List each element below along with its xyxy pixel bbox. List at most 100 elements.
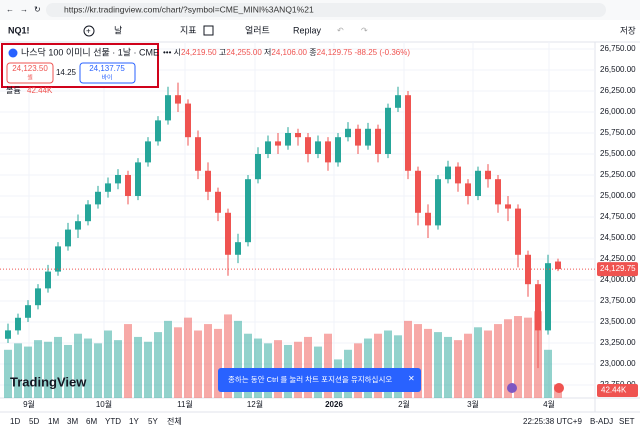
candle-body — [495, 179, 501, 205]
candle-body — [115, 174, 121, 184]
buy-button[interactable] — [79, 62, 136, 84]
volume-bar — [144, 341, 152, 398]
period-button[interactable]: 1D — [10, 417, 20, 426]
volume-bar — [384, 330, 392, 398]
redo[interactable]: ↷ — [361, 26, 368, 35]
y-tick-label: 24,250.00 — [600, 254, 636, 263]
candle-body — [105, 183, 111, 192]
candle-body — [395, 95, 401, 108]
candle-body — [75, 221, 81, 230]
volume-bar — [514, 316, 522, 398]
buy-label: 바이 — [101, 74, 112, 82]
y-tick-label: 26,000.00 — [600, 107, 636, 116]
change: -88.25 (-0.36%) — [354, 48, 410, 57]
back-button[interactable]: ← — [6, 5, 14, 14]
add-icon: + — [86, 27, 91, 36]
legend-title: 나스닥 100 이미니 선물 · 1날 · CME — [21, 47, 159, 57]
period-button[interactable]: YTD — [105, 417, 121, 426]
add-symbol[interactable] — [83, 25, 95, 37]
interval[interactable]: 날 — [114, 25, 122, 35]
volume-bar — [424, 328, 432, 398]
period-button[interactable]: 1M — [48, 417, 59, 426]
period-button[interactable]: 1Y — [129, 417, 139, 426]
volume-bar — [434, 332, 442, 398]
candle-body — [5, 330, 11, 339]
replay[interactable]: Replay — [293, 25, 322, 35]
x-tick-label: 4월 — [543, 399, 555, 409]
candle-body — [155, 120, 161, 142]
y-tick-label: 23,750.00 — [600, 296, 636, 305]
volume-bar — [14, 343, 22, 398]
volume-bar — [464, 333, 472, 398]
candle-body — [45, 271, 51, 289]
candle-body — [345, 128, 351, 138]
indicators[interactable]: 지표 — [180, 25, 197, 35]
candle-body — [405, 95, 411, 171]
low-value: 24,106.00 — [271, 48, 307, 57]
close-label: 종 — [309, 48, 316, 57]
volume-bar — [374, 333, 382, 398]
layout-button[interactable] — [203, 25, 214, 36]
candle-body — [485, 170, 491, 180]
session[interactable]: SET — [619, 417, 635, 426]
candle-body — [555, 261, 561, 270]
period-button[interactable]: 5D — [29, 417, 39, 426]
volume-bar — [74, 333, 82, 398]
candle-body — [375, 128, 381, 154]
volume-bar — [64, 344, 72, 398]
save[interactable]: 저장 — [620, 25, 636, 35]
volume-bar — [414, 324, 422, 398]
volume-bar — [104, 330, 112, 398]
candle-body — [385, 107, 391, 154]
toast-close[interactable]: ✕ — [408, 374, 415, 383]
candle-body — [165, 95, 171, 121]
event-icon[interactable] — [554, 383, 564, 393]
x-tick-label: 2026 — [325, 400, 343, 409]
forward-button[interactable]: → — [20, 5, 28, 14]
undo[interactable]: ↶ — [337, 26, 344, 35]
y-tick-label: 25,750.00 — [600, 128, 636, 137]
candle-body — [25, 305, 31, 318]
x-tick-label: 12월 — [247, 399, 263, 409]
low-label: 저 — [264, 48, 271, 57]
candle-body — [455, 166, 461, 184]
period-button[interactable]: 3M — [67, 417, 78, 426]
reload-button[interactable]: ↻ — [34, 5, 41, 14]
volume-bar — [114, 340, 122, 398]
volume-bar — [244, 333, 252, 398]
volume-bar — [94, 343, 102, 398]
volume-bar — [324, 333, 332, 398]
volume-bar — [454, 340, 462, 398]
last-price-badge — [597, 262, 638, 277]
period-button[interactable]: 5Y — [148, 417, 158, 426]
y-tick-label: 24,000.00 — [600, 275, 636, 284]
y-tick-label: 26,500.00 — [600, 65, 636, 74]
volume-bar — [44, 341, 52, 398]
candle-body — [225, 212, 231, 255]
volume-bar — [304, 336, 312, 398]
candle-body — [65, 229, 71, 247]
volume-bar — [194, 330, 202, 398]
candle-body — [55, 246, 61, 272]
adjust[interactable]: B-ADJ — [590, 417, 613, 426]
open-label: 시 — [174, 48, 181, 57]
candle-body — [355, 128, 361, 146]
candle-body — [255, 153, 261, 180]
volume-bar — [184, 317, 192, 398]
volume-bar — [394, 335, 402, 398]
candle-body — [325, 141, 331, 163]
sell-button[interactable] — [6, 62, 54, 84]
period-button[interactable]: 전체 — [167, 416, 182, 426]
candle-body — [185, 103, 191, 138]
buy-price: 24,137.75 — [89, 64, 125, 73]
period-button[interactable]: 6M — [86, 417, 97, 426]
volume-bar — [24, 346, 32, 398]
candle-body — [275, 141, 281, 146]
url: https://kr.tradingview.com/chart/?symbol… — [64, 4, 314, 14]
address-field[interactable] — [46, 3, 606, 17]
event-icon[interactable] — [507, 383, 517, 393]
candle-body — [535, 284, 541, 331]
alert[interactable]: 얼러트 — [245, 25, 270, 35]
symbol[interactable]: NQ1! — [8, 25, 30, 35]
